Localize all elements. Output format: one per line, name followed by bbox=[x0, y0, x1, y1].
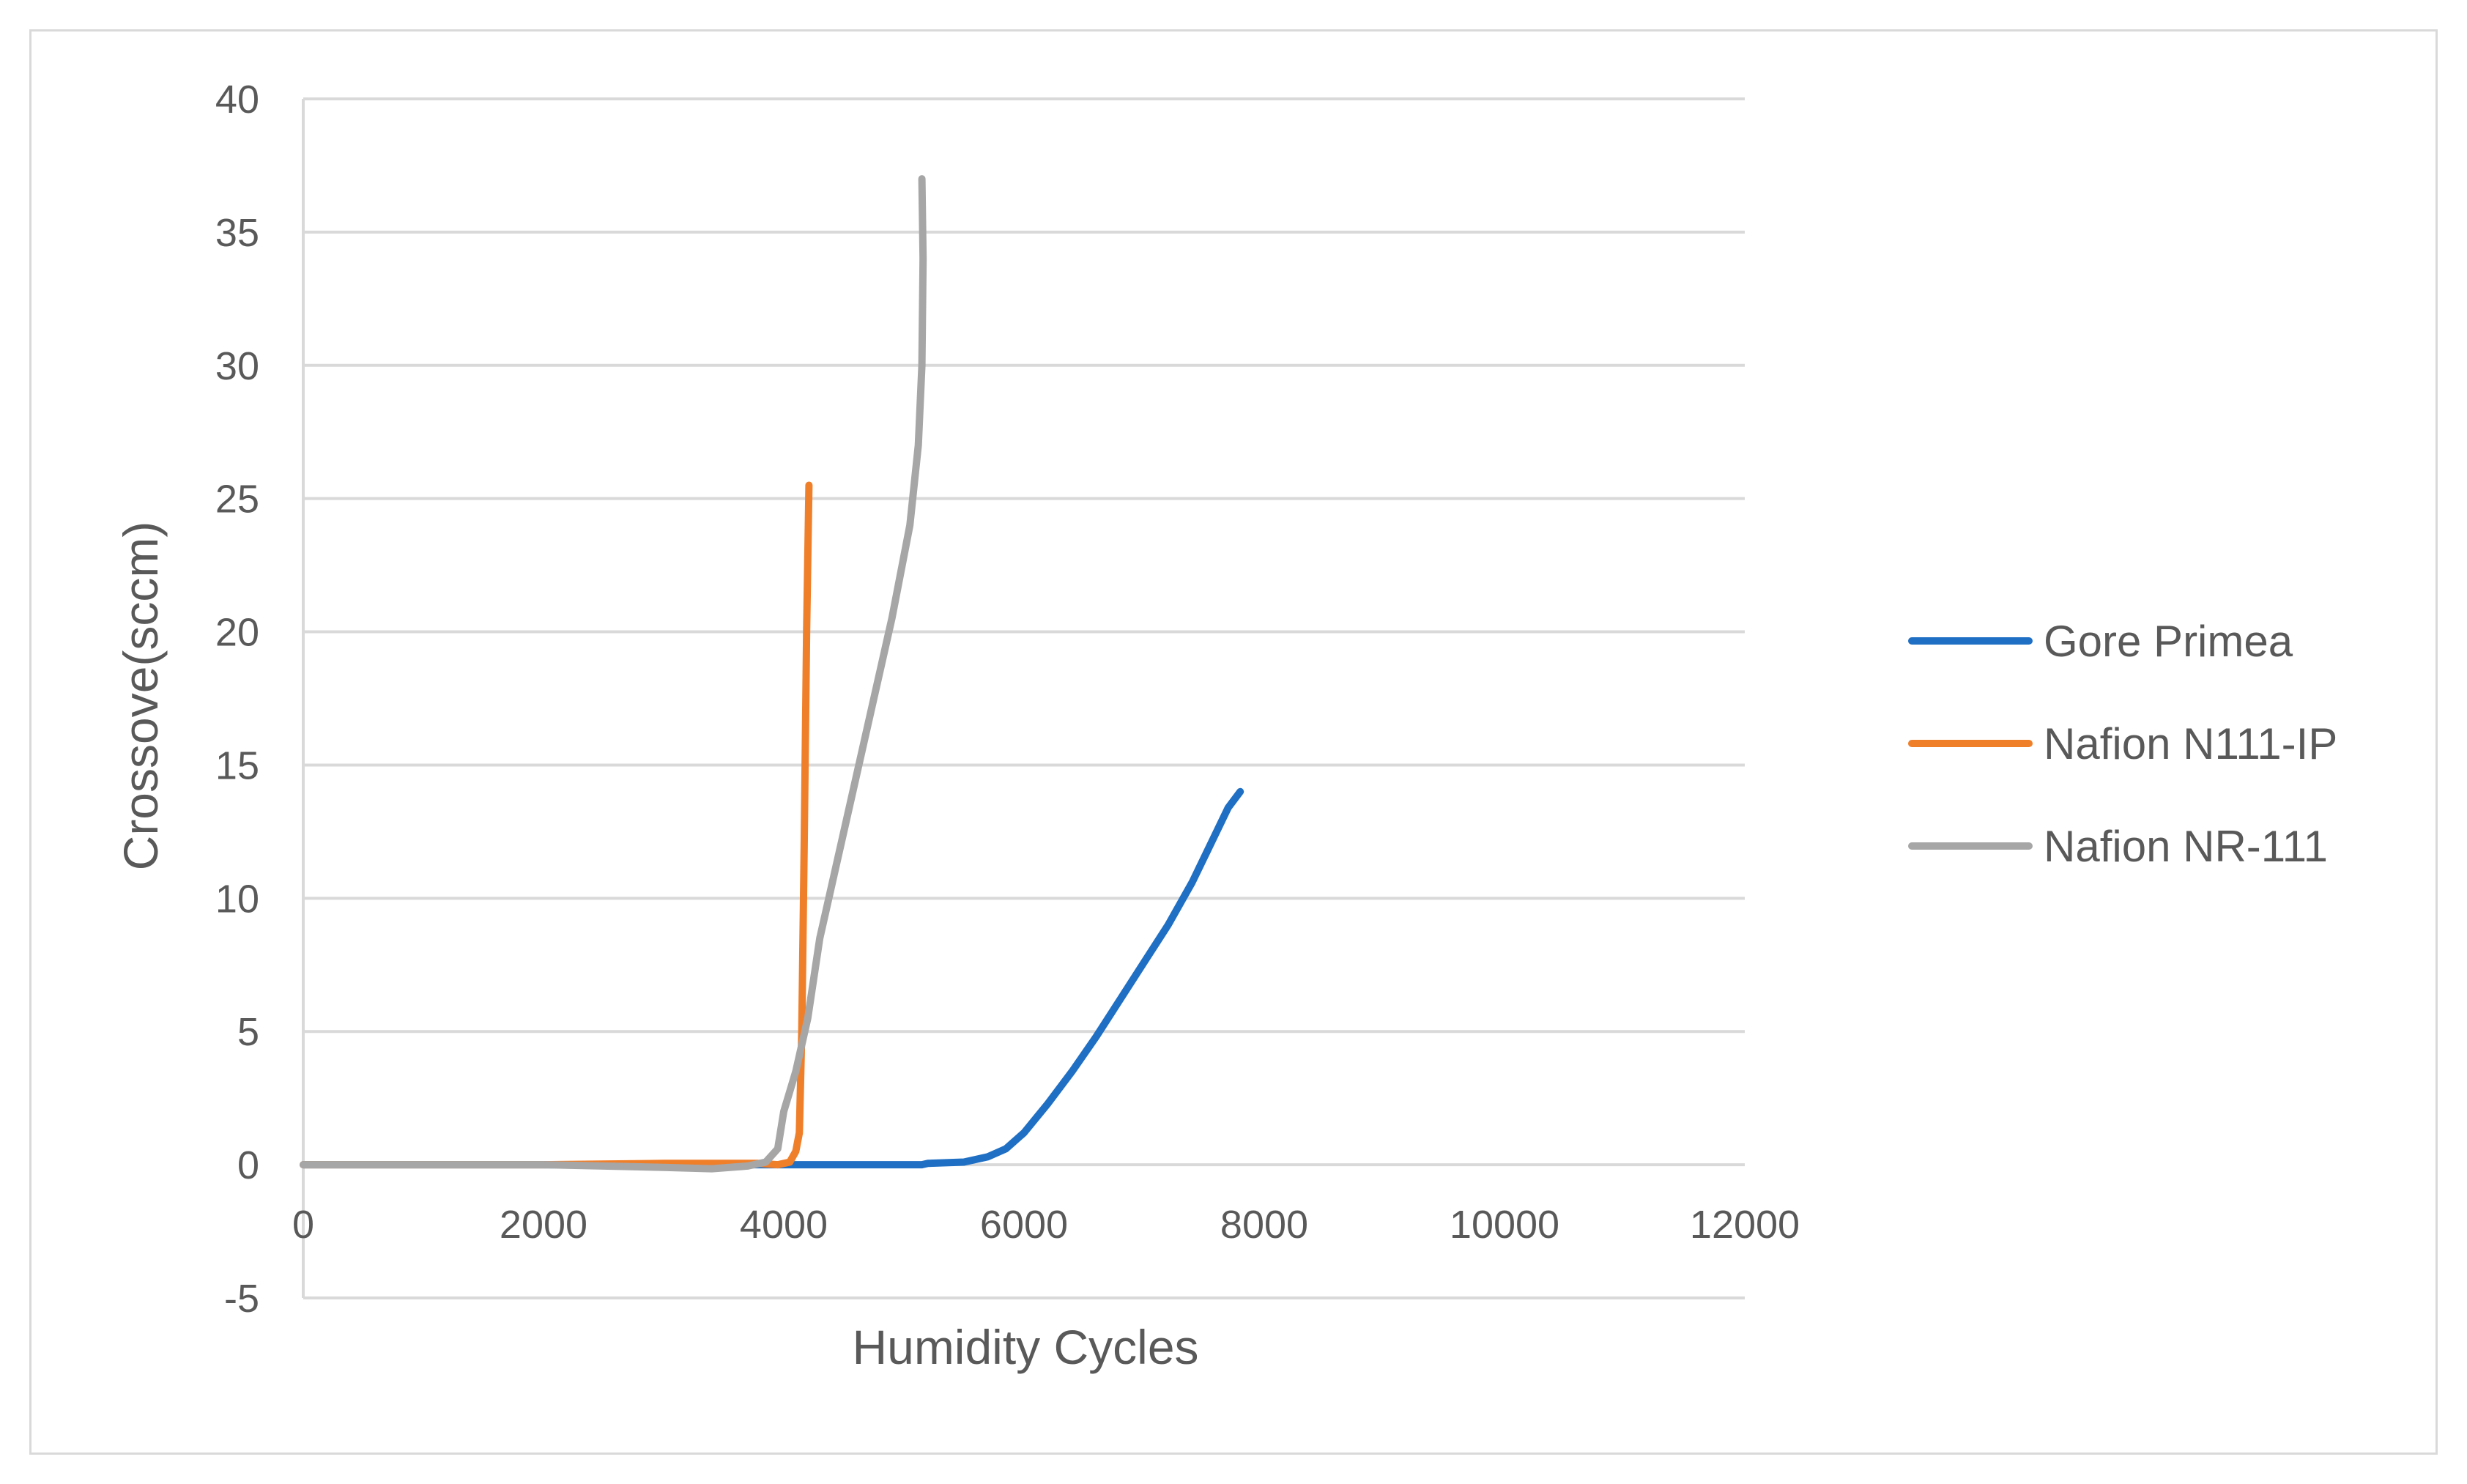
y-tick-label: 0 bbox=[237, 1143, 259, 1187]
y-tick-label: 15 bbox=[215, 743, 259, 787]
y-tick-label: 40 bbox=[215, 78, 259, 122]
y-tick-label: 30 bbox=[215, 344, 259, 388]
axes bbox=[302, 99, 1745, 1298]
x-tick-label: 0 bbox=[292, 1203, 314, 1247]
gridlines bbox=[303, 97, 1745, 1299]
x-tick-label: 10000 bbox=[1450, 1203, 1559, 1247]
x-tick-labels: 0 2000 4000 6000 8000 10000 12000 bbox=[292, 1203, 1800, 1247]
x-axis-title: Humidity Cycles bbox=[852, 1320, 1198, 1374]
y-tick-label: 5 bbox=[237, 1010, 259, 1054]
y-tick-labels: -5 0 5 10 15 20 25 30 35 40 bbox=[215, 78, 259, 1321]
legend-label-1: Gore Primea bbox=[2044, 617, 2293, 666]
series-line-3 bbox=[300, 175, 927, 1173]
legend-label-3: Nafion NR-111 bbox=[2044, 822, 2328, 871]
y-tick-label: 20 bbox=[215, 611, 259, 655]
series-line-2 bbox=[300, 481, 813, 1169]
x-tick-label: 12000 bbox=[1690, 1203, 1800, 1247]
y-tick-label: 10 bbox=[215, 877, 259, 921]
x-tick-label: 6000 bbox=[980, 1203, 1068, 1247]
x-tick-label: 4000 bbox=[740, 1203, 828, 1247]
y-tick-label: 25 bbox=[215, 478, 259, 522]
legend-label-2: Nafion N111-IP bbox=[2044, 719, 2337, 768]
x-tick-label: 8000 bbox=[1220, 1203, 1308, 1247]
series-lines bbox=[300, 175, 1244, 1173]
legend: Gore Primea Nafion N111-IP Nafion NR-111 bbox=[1908, 617, 2337, 871]
y-tick-label: 35 bbox=[215, 211, 259, 255]
y-axis-title: Crossove(sccm) bbox=[114, 522, 168, 871]
series-line-1 bbox=[300, 787, 1244, 1169]
x-tick-label: 2000 bbox=[500, 1203, 587, 1247]
y-tick-label: -5 bbox=[224, 1277, 259, 1321]
chart-frame bbox=[29, 29, 2438, 1455]
